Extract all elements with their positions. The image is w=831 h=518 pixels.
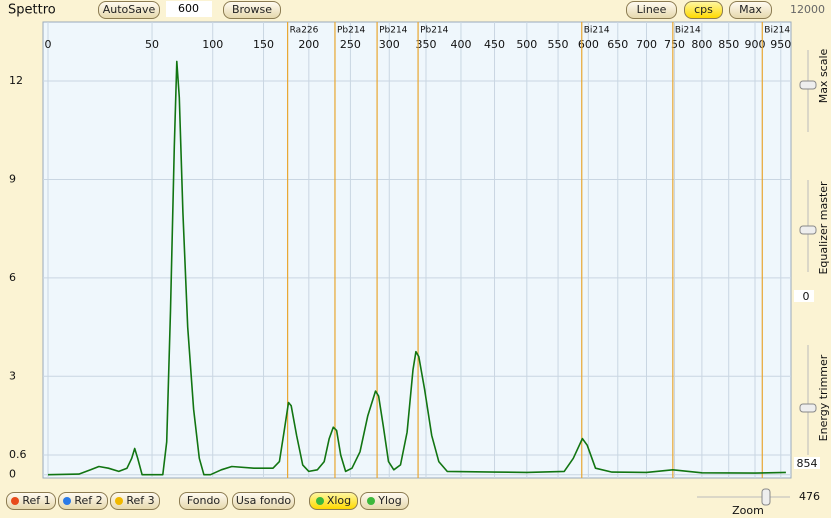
x-tick-label: 0 <box>45 38 52 51</box>
ref-label: Ref 1 <box>22 494 51 507</box>
x-tick-label: 350 <box>415 38 436 51</box>
plot-area <box>42 21 792 479</box>
value-box <box>794 290 814 302</box>
y-tick-label: 6 <box>9 271 16 284</box>
x-tick-label: 600 <box>578 38 599 51</box>
ref-label: Ref 3 <box>126 494 155 507</box>
x-tick-label: 100 <box>202 38 223 51</box>
x-tick-label: 400 <box>450 38 471 51</box>
x-tick-label: 500 <box>516 38 537 51</box>
ref-button[interactable]: Ref 2 <box>58 492 108 510</box>
max-scale-slider[interactable] <box>799 50 817 132</box>
slider-value: 0 <box>803 290 810 303</box>
isotope-label: Pb214 <box>420 26 449 36</box>
xlog-button[interactable]: Xlog <box>309 492 358 510</box>
interval-input[interactable]: 600 <box>166 1 212 17</box>
toggle-dot <box>367 497 376 505</box>
y-tick-label: 3 <box>9 369 16 382</box>
usa-fondo-button[interactable]: Usa fondo <box>232 492 295 510</box>
value-box <box>794 457 820 469</box>
x-tick-label: 800 <box>691 38 712 51</box>
autosave-button[interactable]: AutoSave <box>98 1 160 19</box>
equalizer-slider[interactable] <box>799 180 817 272</box>
x-tick-label: 550 <box>548 38 569 51</box>
x-tick-label: 750 <box>664 38 685 51</box>
zoom-slider[interactable] <box>697 488 790 506</box>
ylog-button[interactable]: Ylog <box>360 492 409 510</box>
isotope-label: Pb214 <box>379 26 408 36</box>
x-tick-label: 650 <box>607 38 628 51</box>
y-tick-label: 0.6 <box>9 448 27 461</box>
x-tick-label: 250 <box>340 38 361 51</box>
toggle-label: Ylog <box>378 494 402 507</box>
x-tick-label: 50 <box>145 38 159 51</box>
toggle-label: Xlog <box>326 494 352 507</box>
max-value: 12000 <box>790 3 825 16</box>
x-tick-label: 300 <box>379 38 400 51</box>
ref-label: Ref 2 <box>74 494 103 507</box>
y-tick-label: 9 <box>9 172 16 185</box>
spectrum-line <box>47 60 786 476</box>
slider-label: Max scale <box>817 48 830 103</box>
ref-button[interactable]: Ref 3 <box>110 492 160 510</box>
x-tick-label: 450 <box>484 38 505 51</box>
ref-dot <box>11 497 20 505</box>
zoom-value: 476 <box>799 490 820 503</box>
slider-label: Energy trimmer <box>817 354 830 441</box>
isotope-label: Pb214 <box>337 26 366 36</box>
isotope-label: Bi214 <box>764 26 790 36</box>
x-tick-label: 900 <box>745 38 766 51</box>
max-button[interactable]: Max <box>729 1 772 19</box>
ref-dot <box>63 497 72 505</box>
x-tick-label: 150 <box>253 38 274 51</box>
slider-value: 854 <box>797 457 818 470</box>
app-title: Spettro <box>8 3 56 18</box>
cps-button[interactable]: cps <box>684 1 723 19</box>
isotope-label: Bi214 <box>584 26 610 36</box>
side-panel <box>792 22 831 478</box>
isotope-label: Ra226 <box>290 26 319 36</box>
lines-button[interactable]: Linee <box>626 1 677 19</box>
browse-button[interactable]: Browse <box>223 1 281 19</box>
zoom-label: Zoom <box>732 504 764 517</box>
x-tick-label: 850 <box>718 38 739 51</box>
x-tick-label: 950 <box>770 38 791 51</box>
ref-dot <box>115 497 124 505</box>
x-tick-label: 700 <box>636 38 657 51</box>
y-tick-label: 0 <box>9 468 16 481</box>
fondo-button[interactable]: Fondo <box>179 492 228 510</box>
slider-label: Equalizer master <box>817 181 830 275</box>
y-tick-label: 12 <box>9 74 23 87</box>
ref-button[interactable]: Ref 1 <box>6 492 56 510</box>
trimmer-slider[interactable] <box>799 345 817 455</box>
x-tick-label: 200 <box>298 38 319 51</box>
isotope-label: Bi214 <box>675 26 701 36</box>
toggle-dot <box>315 497 324 505</box>
